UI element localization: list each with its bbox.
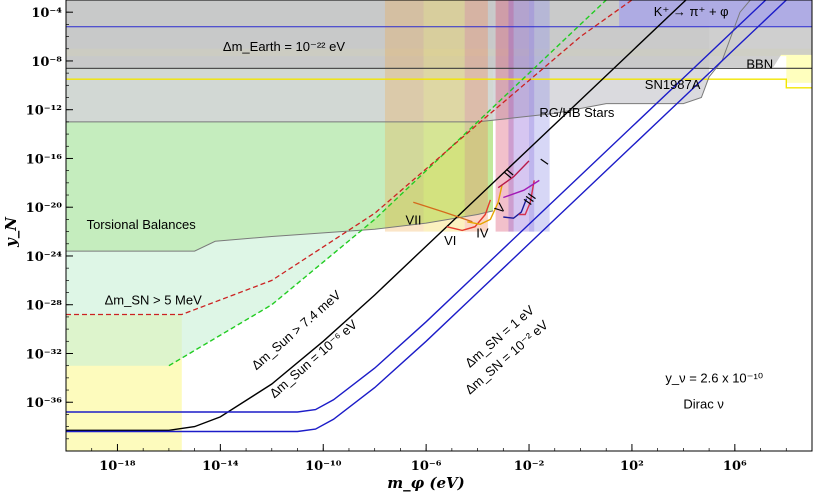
curve-v — [503, 198, 528, 219]
curve-ii — [497, 160, 530, 189]
band-3 — [495, 0, 514, 232]
y-tick-label-7: 10⁻³² — [26, 347, 62, 362]
curve-vi — [446, 199, 492, 232]
annotation-4: RG/HB Stars — [539, 105, 615, 120]
plot-frame — [65, 0, 813, 452]
annotation-14: VI — [444, 233, 456, 248]
exclusion-regions — [66, 0, 812, 451]
curve-rg-hb-edge — [66, 0, 751, 123]
x-tick-label-4: 10⁻² — [514, 459, 545, 474]
x-tick-label-0: 10⁻¹⁸ — [99, 459, 136, 474]
curve-m-sun-7-4-mev — [168, 0, 607, 367]
y-tick-label-8: 10⁻³⁶ — [26, 396, 63, 411]
x-tick-label-3: 10⁻⁶ — [411, 459, 442, 474]
annotation-8: Δm_Sun = 10⁻⁶ eV — [266, 317, 360, 401]
constraint-curves — [66, 0, 812, 433]
y-tick-label-2: 10⁻¹² — [26, 104, 62, 119]
x-tick-label-5: 10² — [620, 459, 644, 474]
curve-m-sn-1-ev — [66, 0, 767, 413]
curve-sn-yellow — [66, 78, 812, 89]
y-tick-label-6: 10⁻²⁸ — [26, 299, 63, 314]
x-axis-ticks: 10⁻¹⁸ 10⁻¹⁴ 10⁻¹⁰ 10⁻⁶ 10⁻² 10² 10⁶ — [65, 444, 813, 474]
curve-m-sn-5-mev — [66, 0, 633, 316]
annotation-15: IV — [476, 226, 489, 241]
y-tick-label-3: 10⁻¹⁶ — [26, 152, 63, 167]
y-tick-label-1: 10⁻⁸ — [31, 55, 62, 70]
curve-i — [503, 179, 540, 199]
annotation-2: BBN — [746, 56, 773, 71]
region-k — [619, 0, 812, 27]
annotation-12: Dirac ν — [683, 396, 723, 411]
curve-m-sun-10-ev — [66, 0, 687, 431]
annotation-5: Torsional Balances — [87, 217, 197, 232]
band-2 — [464, 0, 488, 232]
curve-iii — [518, 180, 535, 216]
y-tick-label-4: 10⁻²⁰ — [26, 201, 63, 216]
curve-m-sn-10-ev — [66, 0, 787, 433]
y-axis-title: y_N — [2, 216, 20, 248]
y-tick-label-5: 10⁻²⁴ — [26, 250, 63, 265]
x-tick-label-2: 10⁻¹⁰ — [305, 459, 342, 474]
annotation-11: y_ν = 2.6 x 10⁻¹⁰ — [665, 371, 763, 386]
annotation-1: Δm_Earth = 10⁻²² eV — [223, 39, 345, 54]
vertical-bands — [384, 0, 550, 232]
x-tick-label-6: 10⁶ — [723, 459, 747, 474]
curve-iv — [467, 185, 503, 226]
y-tick-label-0: 10⁻⁴ — [31, 6, 62, 21]
annotation-3: SN1987A — [645, 77, 701, 92]
band-5 — [529, 0, 550, 232]
annotation-6: Δm_SN > 5 MeV — [105, 293, 203, 308]
annotation-13: VII — [406, 212, 422, 227]
annotation-19: I — [537, 156, 551, 168]
annotation-0: K⁺ → π⁺ + φ — [654, 4, 729, 19]
x-tick-label-1: 10⁻¹⁴ — [202, 459, 239, 474]
x-axis-title: m_φ (eV) — [387, 474, 465, 492]
band-0 — [384, 0, 424, 232]
curve-torsional-edge — [66, 210, 494, 252]
band-1 — [423, 0, 465, 232]
y-axis-ticks: 10⁻⁴ 10⁻⁸ 10⁻¹² 10⁻¹⁶ 10⁻²⁰ 10⁻²⁴ 10⁻²⁸ 10⁻³² 10… — [26, 0, 73, 452]
curve-vii — [413, 201, 473, 223]
